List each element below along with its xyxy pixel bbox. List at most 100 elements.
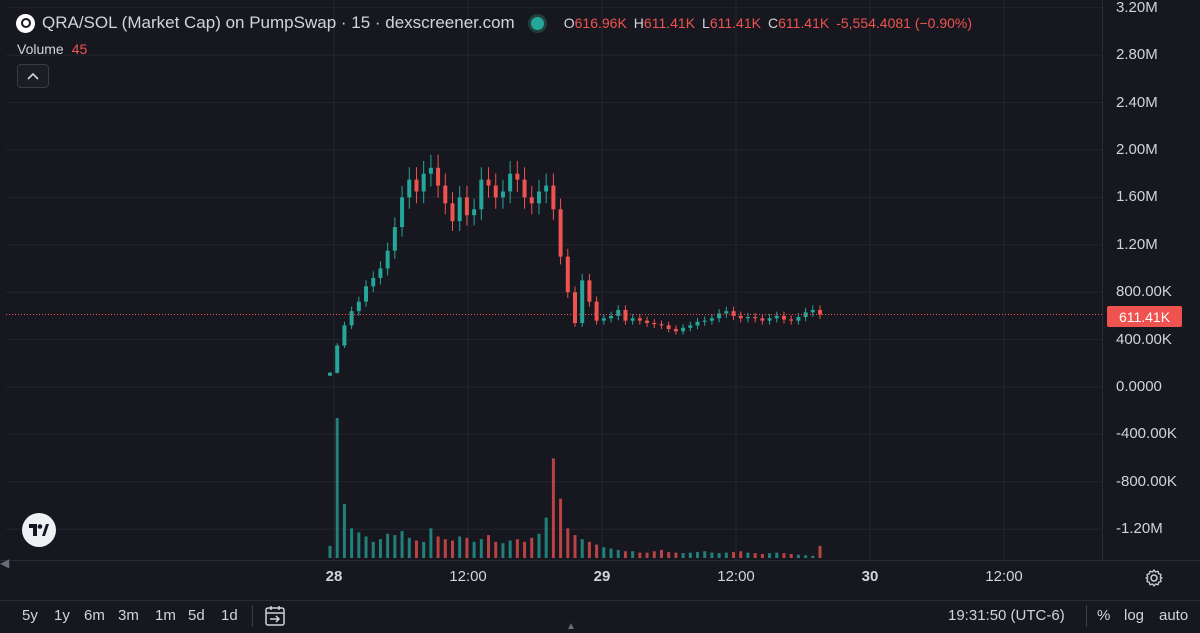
- volume-bar: [544, 517, 548, 558]
- volume-bar: [436, 536, 440, 558]
- range-button-1y[interactable]: 1y: [54, 607, 70, 624]
- volume-bar: [732, 552, 736, 558]
- candle-body: [364, 286, 369, 302]
- calendar-range-icon[interactable]: [263, 604, 287, 628]
- volume-bar: [616, 549, 620, 558]
- candle-body: [702, 320, 707, 322]
- volume-legend: Volume 45: [17, 41, 87, 57]
- volume-bar: [760, 553, 764, 558]
- volume-bar: [551, 458, 555, 558]
- volume-bar: [753, 553, 757, 558]
- candle-body: [717, 313, 722, 319]
- y-tick-label: 800.00K: [1116, 283, 1172, 301]
- volume-bar: [429, 528, 433, 558]
- range-button-5y[interactable]: 5y: [22, 607, 38, 624]
- candle-body: [709, 318, 714, 321]
- collapse-legend-button[interactable]: [17, 64, 49, 88]
- volume-bar: [443, 539, 447, 558]
- candle-body: [789, 319, 794, 321]
- volume-bar: [350, 528, 354, 558]
- volume-bar: [652, 551, 656, 558]
- volume-bar: [537, 533, 541, 558]
- x-tick-label: 28: [325, 568, 343, 585]
- candle-body: [609, 315, 614, 319]
- volume-bar: [371, 541, 375, 558]
- volume-bar: [364, 536, 368, 558]
- candle-body: [515, 173, 520, 180]
- candle-body: [731, 311, 736, 316]
- scale-option-percent[interactable]: %: [1097, 607, 1111, 624]
- candle-body: [573, 292, 577, 324]
- volume-bar: [645, 552, 649, 558]
- candle-body: [328, 372, 332, 376]
- volume-bar: [530, 537, 534, 558]
- volume-bar: [580, 539, 584, 558]
- y-tick-label: 0.0000: [1116, 378, 1162, 395]
- y-tick-label: 400.00K: [1116, 330, 1172, 348]
- circle-logo-icon: [16, 13, 35, 33]
- range-button-1d[interactable]: 1d: [221, 607, 238, 624]
- candle-body: [767, 318, 772, 321]
- scale-option-auto[interactable]: auto: [1159, 607, 1189, 624]
- volume-bar: [623, 551, 627, 558]
- y-tick-label: 2.00M: [1116, 141, 1158, 158]
- volume-bar: [746, 552, 750, 558]
- price-chart[interactable]: [0, 0, 1200, 600]
- volume-bar: [688, 552, 692, 558]
- candle-body: [407, 179, 412, 198]
- volume-bar: [638, 552, 642, 558]
- range-button-3m[interactable]: 3m: [118, 607, 139, 624]
- candle-body: [536, 191, 541, 204]
- candle-body: [774, 315, 779, 319]
- range-button-5d[interactable]: 5d: [188, 607, 205, 624]
- candle-body: [724, 311, 729, 314]
- candle-body: [356, 301, 361, 312]
- volume-bar: [768, 553, 772, 558]
- candle-body: [645, 320, 650, 324]
- gear-icon[interactable]: [1144, 568, 1164, 588]
- volume-bar: [782, 553, 786, 558]
- scroll-left-icon[interactable]: ◀: [0, 556, 10, 570]
- candle-body: [637, 318, 642, 321]
- candle-body: [681, 327, 686, 332]
- y-tick-label: 1.60M: [1116, 188, 1158, 206]
- volume-bar: [422, 541, 426, 558]
- high-value: 611.41K: [643, 15, 696, 31]
- volume-bar: [328, 545, 332, 558]
- candle-body: [601, 318, 606, 321]
- candle-body: [500, 191, 505, 198]
- volume-bar: [804, 555, 808, 558]
- tradingview-logo-icon[interactable]: [22, 513, 56, 547]
- range-button-1m[interactable]: 1m: [155, 607, 176, 624]
- volume-label: Volume: [17, 41, 64, 57]
- volume-bar: [811, 555, 815, 558]
- candle-body: [558, 209, 563, 257]
- scroll-down-icon[interactable]: ▲: [566, 621, 576, 632]
- volume-bar: [494, 541, 498, 558]
- scale-option-log[interactable]: log: [1124, 607, 1145, 624]
- candle-body: [803, 312, 808, 318]
- candle-body: [414, 179, 419, 192]
- candle-body: [342, 325, 347, 346]
- volume-bar: [573, 535, 577, 558]
- volume-bar: [501, 543, 505, 558]
- y-tick-label: 1.20M: [1116, 235, 1158, 253]
- volume-bar: [696, 552, 699, 558]
- candle-body: [818, 309, 822, 315]
- y-tick-label: 2.40M: [1116, 93, 1158, 111]
- candle-body: [796, 317, 801, 321]
- range-button-6m[interactable]: 6m: [84, 607, 105, 624]
- candle-body: [450, 203, 455, 222]
- y-tick-label: 3.20M: [1116, 0, 1158, 16]
- volume-bar: [703, 551, 707, 558]
- y-tick-label: 2.80M: [1116, 46, 1158, 64]
- clock[interactable]: 19:31:50 (UTC-6): [948, 607, 1065, 624]
- volume-bar: [472, 541, 476, 558]
- change-value: -5,554.4081 (−0.90%): [836, 15, 973, 31]
- candle-body: [594, 301, 599, 321]
- candle-body: [493, 185, 498, 198]
- volume-bar: [451, 540, 454, 558]
- candle-body: [551, 185, 556, 210]
- chart-area[interactable]: [0, 0, 1200, 600]
- candle-body: [529, 197, 534, 204]
